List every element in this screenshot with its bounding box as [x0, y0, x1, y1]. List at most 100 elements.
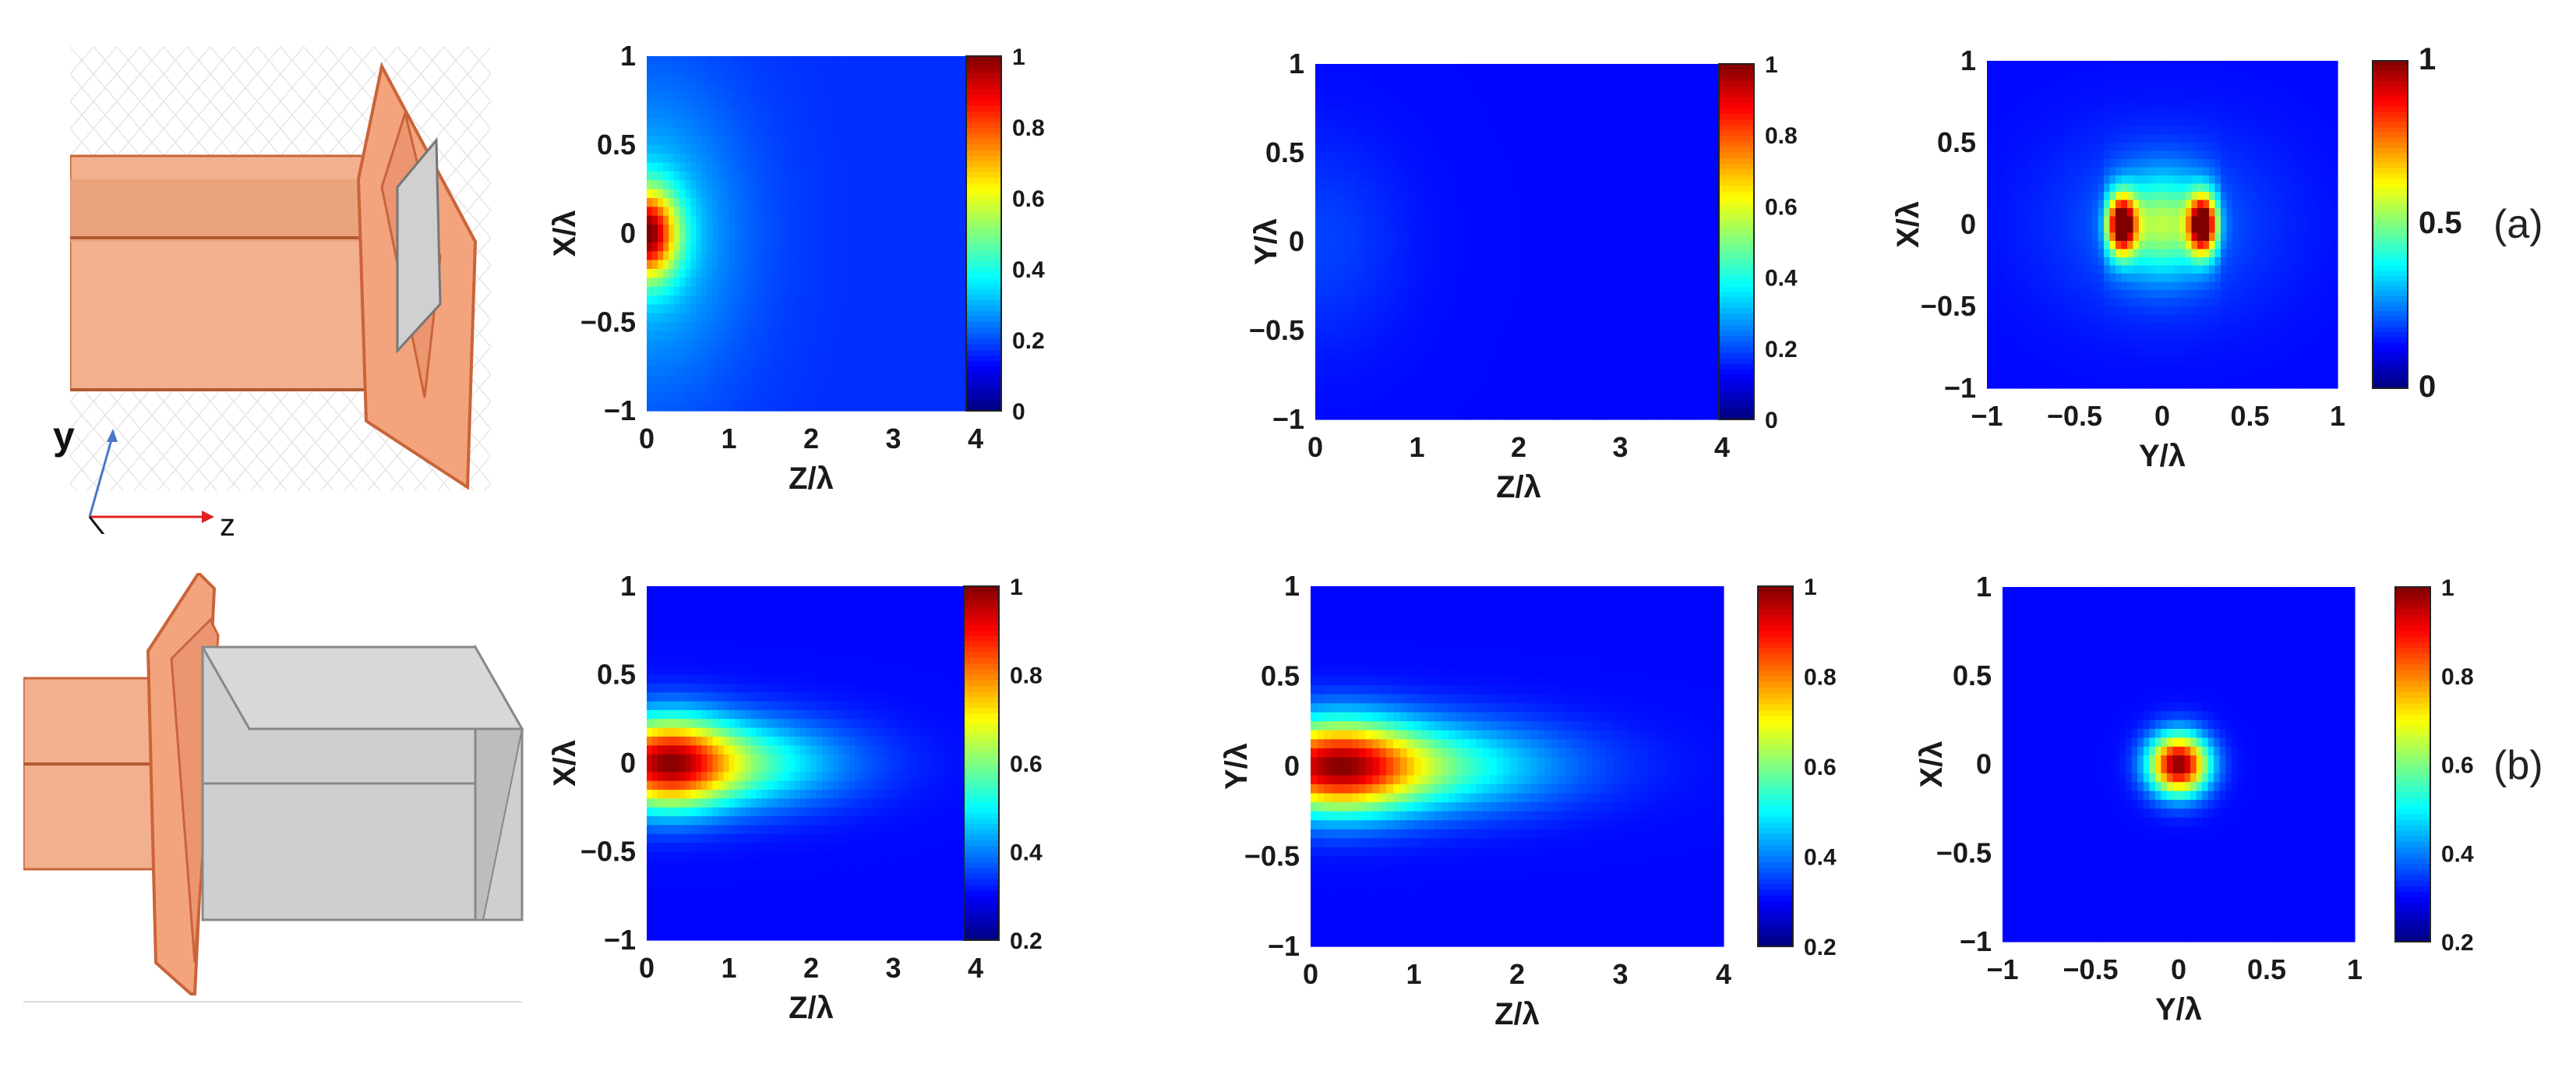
heatmap-cell [1579, 126, 1587, 136]
heatmap-cell [1484, 99, 1492, 109]
heatmap-cell [1505, 313, 1512, 323]
heatmap-cell [1396, 286, 1404, 295]
heatmap-cell [920, 207, 927, 217]
heatmap-cell [1329, 214, 1336, 225]
heatmap-cell [866, 162, 872, 172]
heatmap-cell [882, 313, 889, 323]
heatmap-cell [942, 56, 949, 65]
heatmap-cell [898, 304, 905, 314]
heatmap-cell [1667, 64, 1675, 73]
heatmap-cell [1633, 153, 1642, 162]
heatmap-cell [947, 340, 955, 349]
heatmap-cell [833, 198, 839, 207]
heatmap-cell [833, 171, 839, 181]
heatmap-cell [1349, 401, 1357, 412]
heatmap-cell [844, 357, 850, 367]
heatmap-cell [690, 375, 697, 385]
heatmap-cell [1505, 135, 1512, 145]
heatmap-cell [1688, 277, 1696, 287]
heatmap-cell [1417, 206, 1424, 216]
heatmap-cell [849, 189, 856, 199]
heatmap-cell [652, 207, 658, 217]
heatmap-cell [953, 269, 960, 278]
heatmap-cell [1437, 375, 1445, 384]
heatmap-cell [674, 198, 680, 207]
heatmap-cell [1464, 331, 1472, 340]
heatmap-cell [1532, 197, 1540, 207]
heatmap-cell [799, 269, 806, 278]
heatmap-cell [1654, 170, 1662, 180]
heatmap-cell [1383, 242, 1391, 251]
x-tick-label: 0 [639, 423, 655, 454]
colorbar-step [1719, 319, 1754, 326]
heatmap-cell [1620, 197, 1628, 207]
heatmap-cell [833, 260, 839, 270]
heatmap-cell [1444, 232, 1452, 242]
heatmap-cell [1498, 90, 1506, 101]
heatmap-cell [942, 65, 949, 75]
heatmap-cell [1471, 135, 1479, 145]
heatmap-cell [669, 73, 675, 83]
heatmap-cell [838, 127, 845, 136]
heatmap-cell [1342, 206, 1350, 216]
heatmap-cell [877, 171, 884, 181]
heatmap-cell [707, 384, 713, 394]
heatmap-cell [882, 109, 889, 119]
heatmap-cell [789, 313, 796, 323]
colorbar-step [966, 78, 1001, 85]
axis-y-label: y [53, 414, 75, 458]
heatmap-cell [811, 304, 817, 314]
heatmap-cell [811, 65, 817, 75]
heatmap-cell [909, 118, 916, 128]
colorbar-step [1719, 108, 1754, 115]
heatmap-cell [898, 225, 905, 235]
heatmap-cell [855, 357, 861, 367]
heatmap-cell [1477, 108, 1486, 118]
heatmap-cell [1498, 286, 1506, 295]
heatmap-cell [767, 242, 774, 252]
heatmap-cell [1315, 331, 1323, 340]
heatmap-cell [1356, 126, 1364, 136]
heatmap-cell [789, 384, 796, 394]
heatmap-cell [718, 233, 725, 243]
heatmap-cell [1505, 366, 1512, 376]
heatmap-cell [718, 393, 725, 403]
heatmap-cell [778, 127, 785, 136]
heatmap-cell [1627, 135, 1635, 145]
heatmap-cell [1633, 366, 1642, 376]
heatmap-cell [904, 375, 911, 385]
heatmap-cell [734, 401, 741, 412]
heatmap-cell [909, 83, 916, 93]
heatmap-cell [1593, 259, 1600, 269]
heatmap-cell [1356, 375, 1364, 384]
heatmap-cell [767, 286, 774, 296]
heatmap-cell [1383, 108, 1391, 118]
heatmap-cell [1593, 303, 1600, 313]
heatmap-cell [652, 144, 658, 154]
heatmap-cell [1457, 321, 1465, 331]
heatmap-cell [1464, 259, 1472, 269]
heatmap-cell [1633, 197, 1642, 207]
heatmap-cell [696, 207, 702, 217]
heatmap-cell [690, 278, 697, 288]
heatmap-cell [767, 154, 774, 164]
heatmap-cell [789, 295, 796, 306]
heatmap-cell [1532, 259, 1540, 269]
heatmap-cell [663, 56, 669, 65]
heatmap-cell [1565, 313, 1574, 323]
heatmap-cell [1539, 99, 1547, 109]
heatmap-cell [1403, 410, 1411, 420]
heatmap-cell [756, 286, 763, 296]
heatmap-cell [734, 260, 741, 270]
heatmap-cell [822, 109, 828, 119]
heatmap-cell [1660, 331, 1668, 340]
heatmap-cell [1627, 117, 1635, 127]
heatmap-cell [1383, 99, 1391, 109]
heatmap-cell [1640, 392, 1648, 402]
heatmap-cell [1369, 303, 1377, 313]
heatmap-cell [1491, 206, 1499, 216]
heatmap-cell [658, 171, 664, 181]
heatmap-cell [1539, 117, 1547, 127]
heatmap-cell [772, 180, 779, 190]
heatmap-cell [1329, 295, 1336, 305]
